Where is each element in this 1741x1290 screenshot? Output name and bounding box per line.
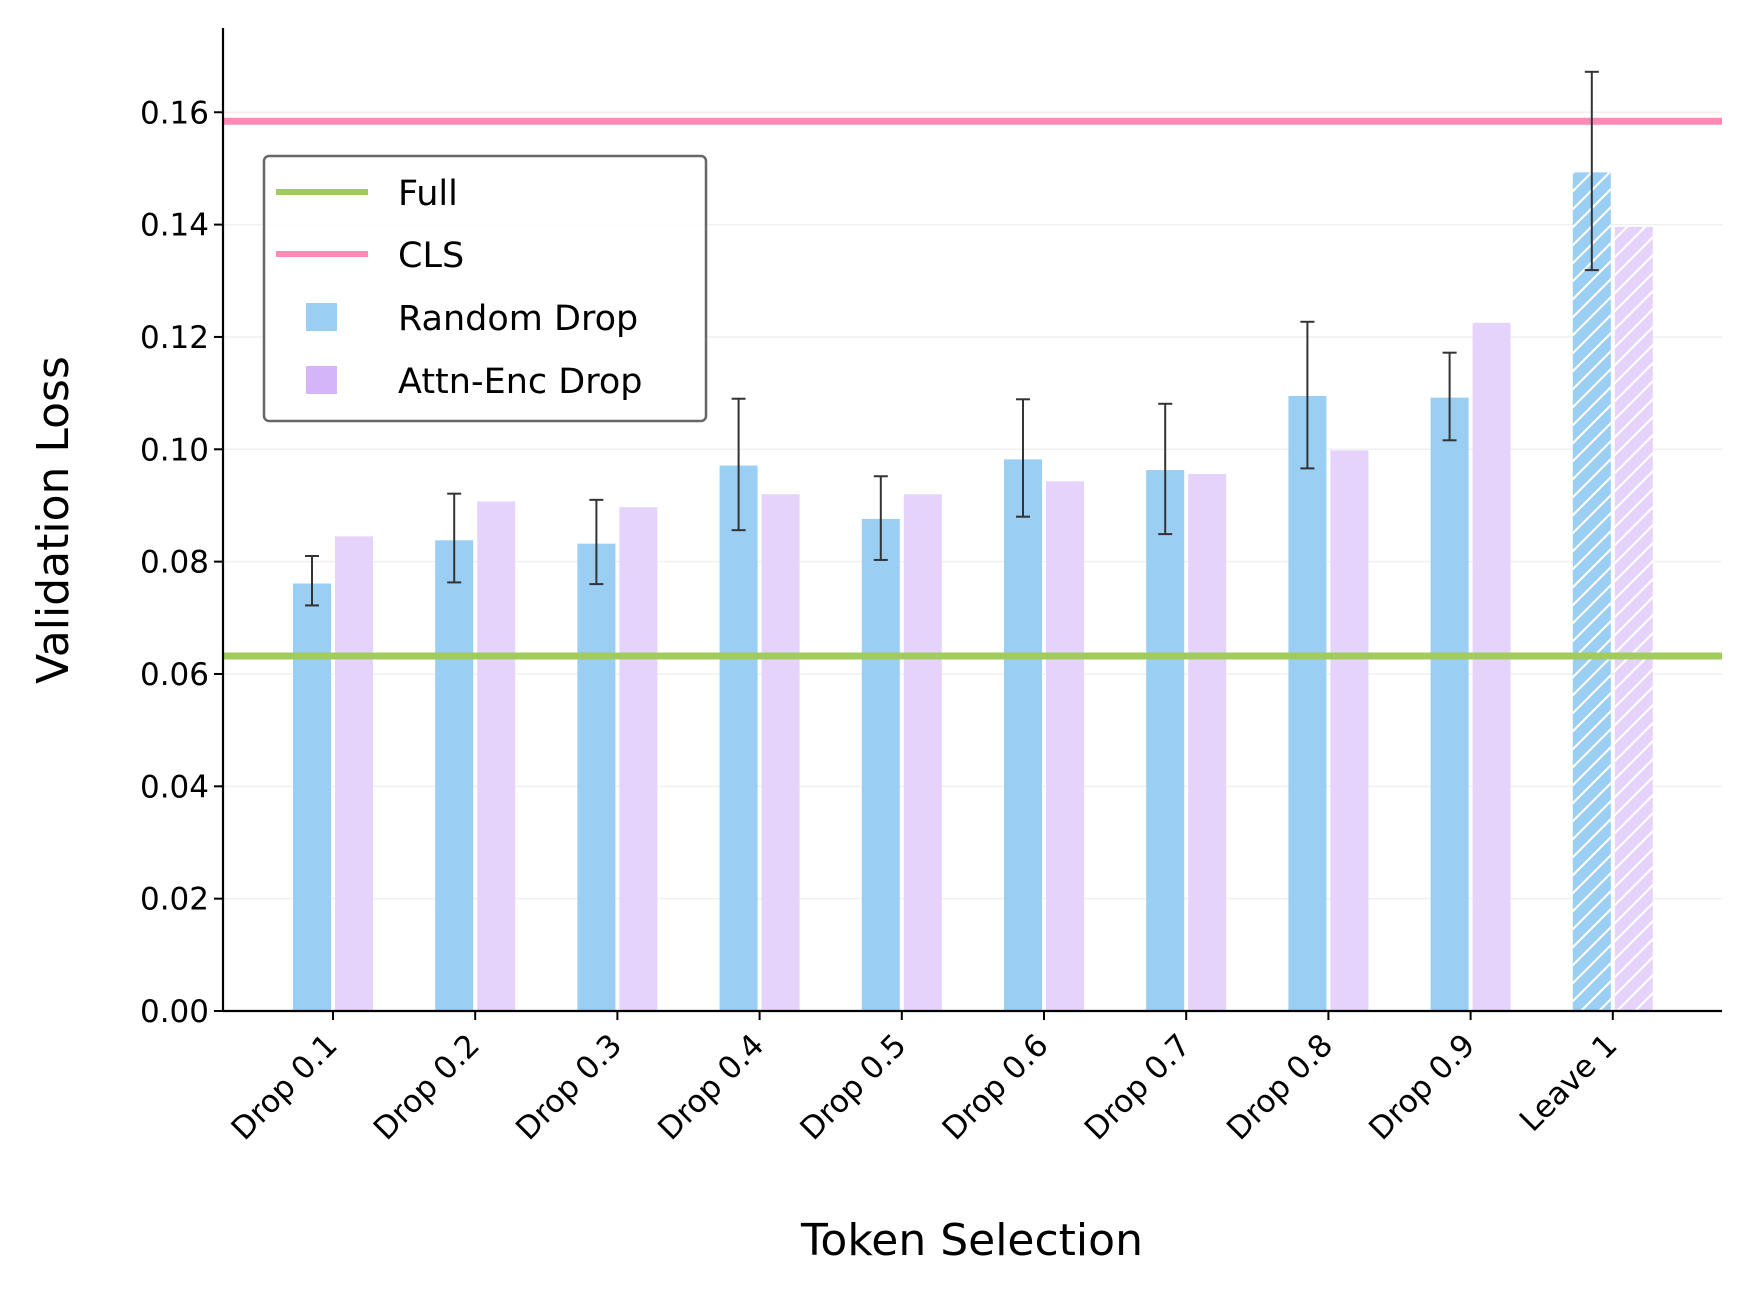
- x-tick-label-drop-0-6: Drop 0.6: [936, 1027, 1056, 1147]
- bar-attn-enc-drop-drop-0-5: [903, 494, 942, 1011]
- bar-attn-enc-drop-drop-0-1: [335, 536, 373, 1011]
- x-tick-label-drop-0-4: Drop 0.4: [651, 1027, 771, 1147]
- legend: Full CLS Random Drop Attn-Enc Drop: [262, 154, 708, 423]
- bar-random-drop-drop-0-3: [577, 543, 616, 1011]
- bar-attn-enc-drop-drop-0-2: [477, 501, 516, 1011]
- y-ticks: 0.00 0.02 0.04 0.06 0.08 0.10 0.12 0.14 0.16: [140, 95, 223, 1030]
- bar-attn-enc-drop-drop-0-3: [619, 507, 658, 1011]
- legend-label-attn-enc-drop: Attn-Enc Drop: [398, 362, 642, 402]
- bar-random-drop-drop-0-6: [1004, 459, 1042, 1011]
- x-tick-label-drop-0-9: Drop 0.9: [1362, 1027, 1482, 1147]
- legend-swatch-random-drop: [306, 303, 337, 331]
- bar-attn-enc-drop-leave-1-hatch: [1614, 226, 1653, 1011]
- x-tick-label-drop-0-5: Drop 0.5: [793, 1027, 913, 1147]
- y-axis-title: Validation Loss: [28, 356, 79, 684]
- legend-frame: [262, 154, 708, 423]
- y-tick-label-0-04: 0.04: [140, 769, 209, 805]
- legend-label-random-drop: Random Drop: [398, 299, 638, 339]
- x-tick-label-drop-0-3: Drop 0.3: [509, 1027, 629, 1147]
- y-tick-label-0-16: 0.16: [140, 95, 209, 131]
- bar-random-drop-leave-1-hatch: [1572, 172, 1611, 1011]
- x-tick-label-drop-0-7: Drop 0.7: [1078, 1027, 1198, 1147]
- y-tick-label-0-12: 0.12: [140, 320, 209, 356]
- y-tick-label-0-06: 0.06: [140, 657, 209, 693]
- bar-random-drop-drop-0-7: [1146, 470, 1185, 1011]
- y-tick-label-0-00: 0.00: [140, 994, 209, 1030]
- bar-random-drop-drop-0-4: [719, 465, 758, 1011]
- x-tick-label-drop-0-2: Drop 0.2: [367, 1027, 487, 1147]
- x-tick-label-drop-0-8: Drop 0.8: [1220, 1027, 1340, 1147]
- error-bars: [305, 70, 1599, 607]
- bar-attn-enc-drop-drop-0-7: [1188, 474, 1227, 1012]
- y-tick-label-0-08: 0.08: [140, 545, 209, 581]
- x-ticks: Drop 0.1 Drop 0.2 Drop 0.3 Drop 0.4 Drop 0.5…: [225, 1011, 1625, 1147]
- bar-attn-enc-drop-drop-0-9: [1472, 322, 1511, 1011]
- x-axis-title: Token Selection: [800, 1215, 1143, 1266]
- y-tick-label-0-02: 0.02: [140, 882, 209, 918]
- bar-random-drop-drop-0-2: [435, 540, 474, 1011]
- bars: [293, 172, 1653, 1012]
- legend-swatch-attn-enc-drop: [306, 366, 337, 394]
- x-tick-label-leave-1: Leave 1: [1513, 1027, 1625, 1139]
- y-tick-label-0-14: 0.14: [140, 208, 209, 244]
- legend-label-cls: CLS: [398, 236, 464, 276]
- bar-random-drop-drop-0-1: [293, 583, 331, 1011]
- x-tick-label-drop-0-1: Drop 0.1: [225, 1027, 345, 1147]
- bar-attn-enc-drop-drop-0-8: [1330, 450, 1369, 1011]
- y-tick-label-0-10: 0.10: [140, 432, 209, 468]
- axes: [221, 28, 1722, 1013]
- reference-lines: [223, 117, 1722, 660]
- bar-attn-enc-drop-drop-0-6: [1046, 481, 1084, 1011]
- legend-label-full: Full: [398, 174, 458, 214]
- bar-random-drop-drop-0-8: [1288, 395, 1327, 1011]
- bar-random-drop-drop-0-5: [861, 518, 900, 1011]
- bar-attn-enc-drop-drop-0-4: [761, 494, 800, 1011]
- bar-random-drop-drop-0-9: [1430, 397, 1469, 1011]
